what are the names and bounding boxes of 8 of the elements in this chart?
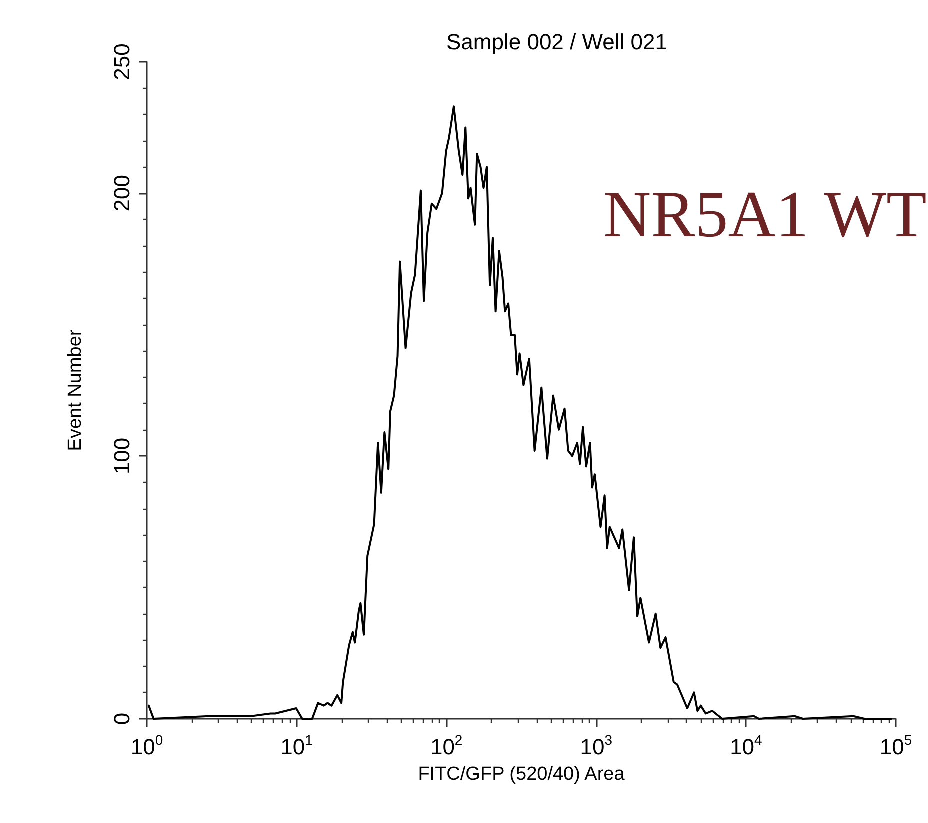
chart-title: Sample 002 / Well 021 [446, 30, 668, 54]
y-tick-label: 250 [110, 44, 134, 80]
y-tick-label: 0 [110, 712, 134, 726]
x-axis-title: FITC/GFP (520/40) Area [418, 764, 626, 785]
y-tick-label: 100 [110, 438, 134, 475]
y-axis-title: Event Number [65, 329, 86, 452]
annotation: NR5A1 WT [604, 178, 927, 252]
y-tick-label: 200 [110, 175, 134, 212]
